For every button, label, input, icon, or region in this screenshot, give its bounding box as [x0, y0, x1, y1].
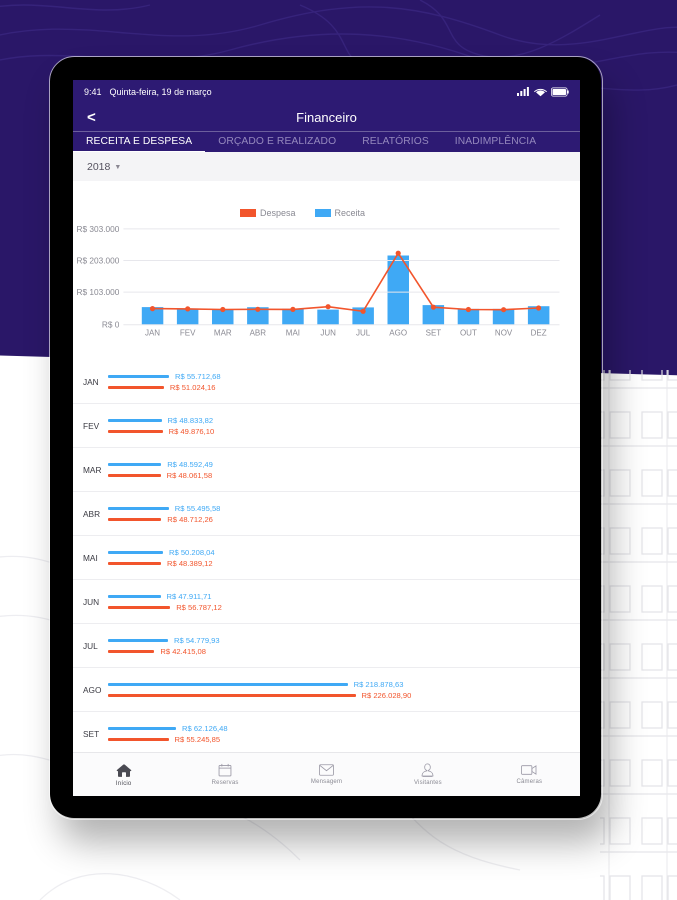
svg-text:R$ 203.000: R$ 203.000 [76, 256, 119, 266]
svg-text:SET: SET [426, 329, 442, 338]
svg-text:DEZ: DEZ [531, 329, 547, 338]
svg-text:NOV: NOV [495, 329, 513, 338]
svg-text:FEV: FEV [180, 329, 196, 338]
svg-text:R$ 103.000: R$ 103.000 [76, 287, 119, 297]
svg-text:OUT: OUT [460, 329, 477, 338]
svg-text:ABR: ABR [250, 329, 267, 338]
svg-text:JAN: JAN [145, 329, 160, 338]
svg-text:JUL: JUL [356, 329, 371, 338]
svg-text:R$ 303.000: R$ 303.000 [76, 224, 119, 234]
svg-text:MAR: MAR [214, 329, 232, 338]
svg-text:JUN: JUN [320, 329, 336, 338]
svg-text:R$ 0: R$ 0 [102, 320, 120, 330]
svg-text:MAI: MAI [286, 329, 300, 338]
svg-text:AGO: AGO [389, 329, 407, 338]
